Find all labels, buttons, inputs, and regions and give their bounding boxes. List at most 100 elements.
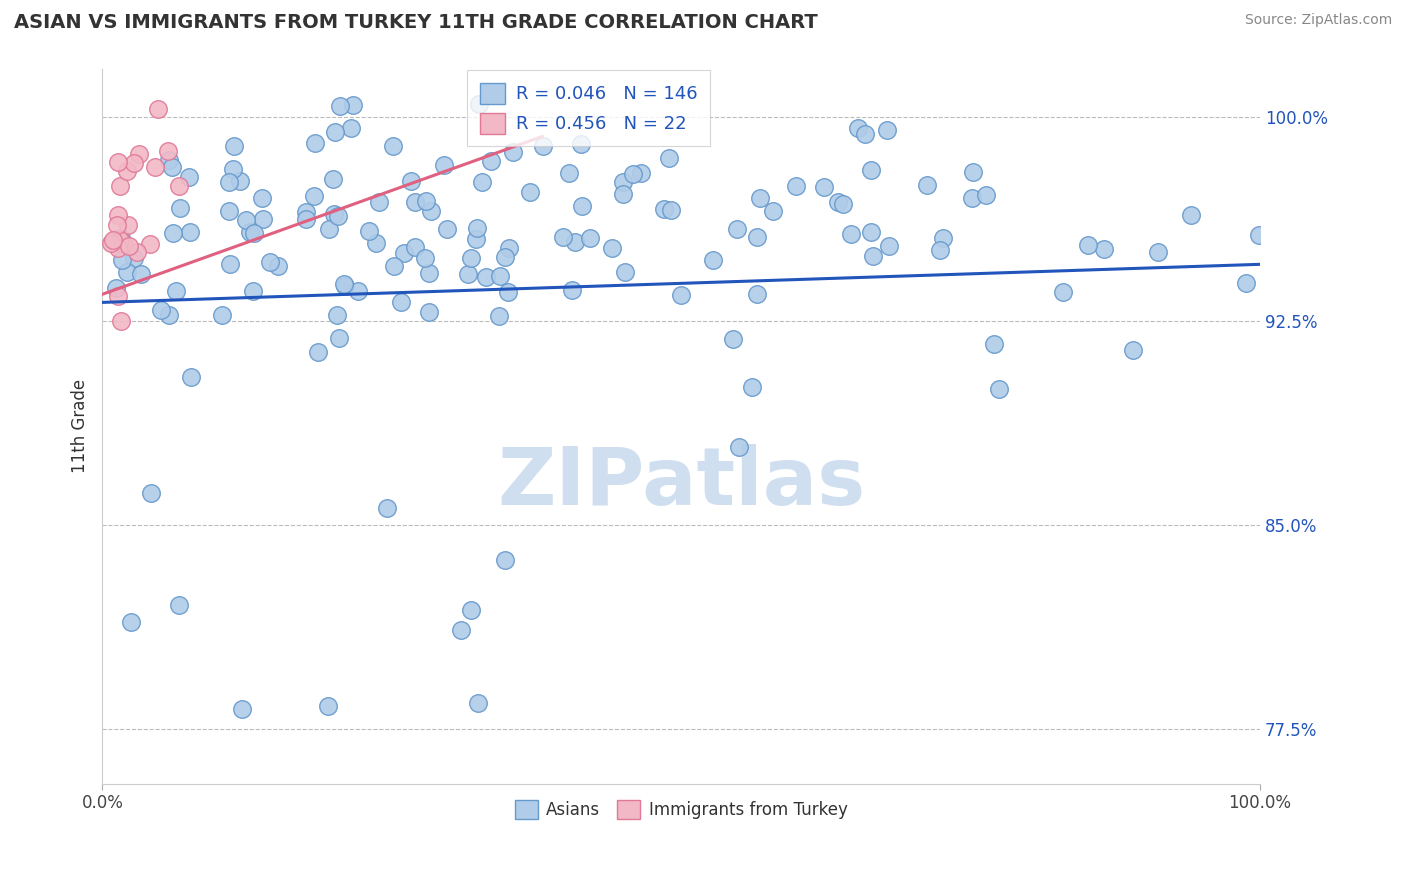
Point: [571, 137, 593, 152]
Point: [723, 333, 745, 347]
Point: [375, 501, 398, 516]
Point: [460, 251, 482, 265]
Point: [839, 227, 862, 241]
Point: [104, 281, 127, 295]
Point: [243, 226, 266, 240]
Point: [107, 241, 129, 255]
Point: [785, 179, 807, 194]
Point: [419, 203, 441, 218]
Point: [307, 344, 329, 359]
Point: [502, 145, 524, 159]
Point: [218, 175, 240, 189]
Point: [1052, 285, 1074, 299]
Point: [853, 128, 876, 142]
Point: [117, 164, 139, 178]
Point: [389, 294, 412, 309]
Point: [983, 337, 1005, 351]
Point: [669, 288, 692, 302]
Point: [747, 230, 769, 244]
Point: [479, 154, 502, 169]
Point: [221, 162, 243, 177]
Point: [553, 230, 575, 244]
Point: [149, 303, 172, 318]
Point: [614, 265, 637, 279]
Point: [384, 259, 406, 273]
Point: [364, 235, 387, 250]
Point: [294, 211, 316, 226]
Point: [832, 197, 855, 211]
Point: [494, 553, 516, 567]
Point: [162, 226, 184, 240]
Point: [404, 194, 426, 209]
Point: [231, 701, 253, 715]
Point: [325, 125, 347, 139]
Point: [125, 245, 148, 260]
Text: ZIPatlas: ZIPatlas: [498, 444, 865, 523]
Point: [304, 136, 326, 151]
Point: [157, 153, 180, 167]
Point: [329, 99, 352, 113]
Point: [571, 199, 593, 213]
Point: [219, 256, 242, 270]
Point: [658, 151, 681, 165]
Point: [974, 188, 997, 202]
Point: [107, 289, 129, 303]
Point: [1180, 208, 1202, 222]
Point: [564, 235, 586, 249]
Point: [100, 236, 122, 251]
Point: [747, 286, 769, 301]
Point: [325, 308, 347, 322]
Point: [394, 245, 416, 260]
Point: [612, 175, 634, 189]
Point: [846, 121, 869, 136]
Point: [401, 174, 423, 188]
Point: [418, 305, 440, 319]
Point: [107, 155, 129, 169]
Point: [433, 158, 456, 172]
Point: [1092, 242, 1115, 256]
Point: [318, 221, 340, 235]
Point: [436, 222, 458, 236]
Y-axis label: 11th Grade: 11th Grade: [72, 379, 89, 473]
Point: [962, 191, 984, 205]
Point: [762, 204, 785, 219]
Point: [139, 486, 162, 500]
Point: [600, 241, 623, 255]
Point: [1146, 245, 1168, 260]
Point: [108, 233, 131, 247]
Point: [404, 240, 426, 254]
Point: [702, 252, 724, 267]
Point: [659, 203, 682, 218]
Point: [813, 180, 835, 194]
Point: [332, 277, 354, 292]
Point: [259, 255, 281, 269]
Point: [467, 96, 489, 111]
Point: [110, 314, 132, 328]
Point: [165, 284, 187, 298]
Point: [118, 239, 141, 253]
Point: [218, 204, 240, 219]
Point: [347, 285, 370, 299]
Point: [333, 279, 356, 293]
Point: [228, 173, 250, 187]
Point: [177, 169, 200, 184]
Point: [531, 139, 554, 153]
Point: [467, 696, 489, 710]
Point: [741, 380, 763, 394]
Point: [474, 270, 496, 285]
Point: [413, 251, 436, 265]
Point: [211, 308, 233, 322]
Point: [295, 205, 318, 219]
Point: [122, 251, 145, 265]
Point: [242, 284, 264, 298]
Point: [860, 225, 883, 239]
Point: [120, 615, 142, 629]
Point: [457, 267, 479, 281]
Point: [160, 160, 183, 174]
Point: [561, 283, 583, 297]
Point: [342, 98, 364, 112]
Point: [728, 440, 751, 454]
Point: [148, 103, 170, 117]
Point: [827, 194, 849, 209]
Point: [157, 308, 180, 322]
